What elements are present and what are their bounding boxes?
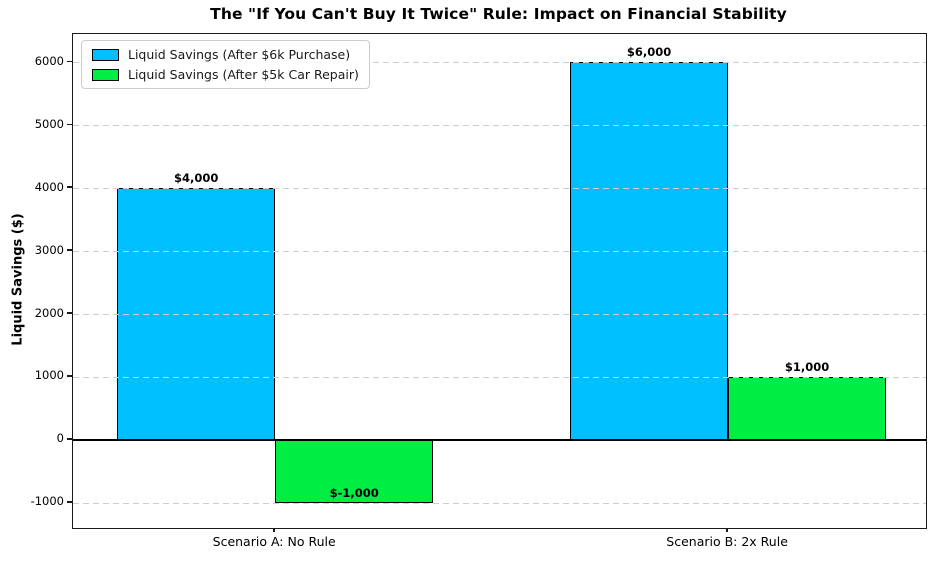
gridline--1000: [73, 502, 926, 504]
bar-value-label: $-1,000: [329, 485, 379, 500]
bar-value-label: $6,000: [626, 45, 672, 60]
plot-area: Liquid Savings (After $6k Purchase) Liqu…: [72, 33, 927, 529]
legend-label: Liquid Savings (After $6k Purchase): [128, 47, 351, 62]
y-tick-label: 1000: [34, 368, 64, 383]
bar-value-label: $4,000: [173, 171, 219, 186]
x-tick-label: Scenario B: 2x Rule: [666, 534, 788, 549]
y-tick-label: 4000: [34, 179, 64, 194]
zero-axis-line: [73, 439, 926, 441]
y-tick-mark: [67, 501, 72, 503]
y-tick-mark: [67, 312, 72, 314]
chart-title: The "If You Can't Buy It Twice" Rule: Im…: [210, 5, 787, 23]
y-tick-label: 6000: [34, 53, 64, 68]
legend-swatch-blue: [92, 48, 119, 61]
legend-item-after-purchase: Liquid Savings (After $6k Purchase): [92, 47, 359, 62]
x-tick-mark: [726, 528, 728, 533]
bar-value-label: $1,000: [784, 359, 830, 374]
y-tick-mark: [67, 60, 72, 62]
y-tick-label: 5000: [34, 116, 64, 131]
y-tick-label: 3000: [34, 242, 64, 257]
y-tick-mark: [67, 375, 72, 377]
x-tick-label: Scenario A: No Rule: [212, 534, 336, 549]
y-tick-mark: [67, 438, 72, 440]
x-tick-mark: [273, 528, 275, 533]
y-tick-label: 2000: [34, 305, 64, 320]
y-tick-mark: [67, 186, 72, 188]
legend-label: Liquid Savings (After $5k Car Repair): [128, 67, 359, 82]
y-tick-label: -1000: [30, 494, 64, 509]
y-tick-label: 0: [56, 431, 64, 446]
bar-series0-cat0: [117, 188, 276, 440]
bar-series1-cat0: [275, 439, 434, 503]
gridline-5000: [73, 125, 926, 127]
y-tick-mark: [67, 123, 72, 125]
legend-swatch-green: [92, 68, 119, 81]
bar-series0-cat1: [570, 62, 729, 440]
bar-series1-cat1: [728, 376, 887, 440]
legend-item-after-repair: Liquid Savings (After $5k Car Repair): [92, 67, 359, 82]
legend: Liquid Savings (After $6k Purchase) Liqu…: [81, 40, 370, 89]
y-axis-title: Liquid Savings ($): [10, 213, 26, 346]
y-tick-mark: [67, 249, 72, 251]
